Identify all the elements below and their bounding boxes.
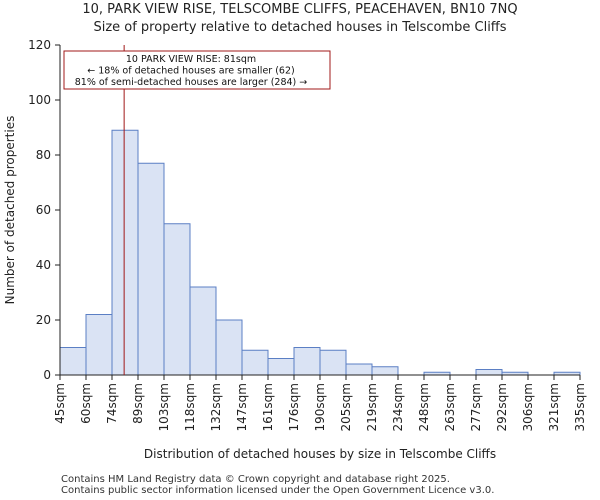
y-tick-label: 80 xyxy=(36,148,51,162)
histogram-bar xyxy=(267,358,295,376)
footer-copyright: Contains HM Land Registry data © Crown c… xyxy=(61,474,450,485)
x-tick-label: 248sqm xyxy=(417,383,431,431)
histogram-bar xyxy=(345,363,373,376)
bars-group xyxy=(59,129,581,376)
x-tick-label: 103sqm xyxy=(157,383,171,431)
x-tick-label: 263sqm xyxy=(443,383,457,431)
histogram-bar xyxy=(85,314,113,376)
x-axis-label: Distribution of detached houses by size … xyxy=(144,447,496,461)
x-tick-label: 118sqm xyxy=(183,383,197,431)
x-tick-label: 234sqm xyxy=(391,383,405,431)
x-tick-label: 176sqm xyxy=(287,383,301,431)
y-axis-label: Number of detached properties xyxy=(3,116,17,305)
histogram-bar xyxy=(59,347,87,376)
histogram-bar xyxy=(371,366,399,376)
x-tick-label: 74sqm xyxy=(105,383,119,424)
annotation-line: ← 18% of detached houses are smaller (62… xyxy=(87,66,294,77)
x-tick-label: 219sqm xyxy=(365,383,379,431)
x-tick-label: 205sqm xyxy=(339,383,353,431)
annotation-line: 81% of semi-detached houses are larger (… xyxy=(75,77,308,88)
annotation-box xyxy=(63,50,331,90)
y-tick-label: 40 xyxy=(36,258,51,272)
x-tick-label: 321sqm xyxy=(547,383,561,431)
y-tick-label: 20 xyxy=(36,313,51,327)
chart-subtitle: Size of property relative to detached ho… xyxy=(93,20,507,35)
footer-licence: Contains public sector information licen… xyxy=(61,485,495,496)
annotation-line: 10 PARK VIEW RISE: 81sqm xyxy=(126,54,256,65)
y-axis: 0 20 40 60 80 100 120 xyxy=(28,38,61,382)
x-tick-label: 89sqm xyxy=(131,383,145,424)
x-tick-label: 161sqm xyxy=(261,383,275,431)
histogram-bar xyxy=(215,319,243,376)
chart-title: 10, PARK VIEW RISE, TELSCOMBE CLIFFS, PE… xyxy=(82,2,518,17)
y-tick-label: 60 xyxy=(36,203,51,217)
histogram-bar xyxy=(319,349,347,376)
histogram-bar xyxy=(241,349,269,376)
histogram-bar xyxy=(189,286,217,376)
y-tick-label: 100 xyxy=(28,93,51,107)
x-tick-label: 147sqm xyxy=(235,383,249,431)
histogram-bar xyxy=(137,162,165,376)
histogram-bar xyxy=(163,223,191,376)
x-tick-label: 60sqm xyxy=(79,383,93,424)
x-tick-label: 277sqm xyxy=(469,383,483,431)
x-axis: 45sqm 60sqm 74sqm 89sqm 103sqm 118sqm 132sqm 14… xyxy=(53,374,587,431)
x-tick-label: 292sqm xyxy=(495,383,509,431)
x-tick-label: 306sqm xyxy=(521,383,535,431)
histogram-bar xyxy=(475,369,503,376)
y-tick-label: 120 xyxy=(28,38,51,52)
x-tick-label: 190sqm xyxy=(313,383,327,431)
histogram-bar xyxy=(111,129,139,376)
y-tick-label: 0 xyxy=(43,368,51,382)
x-tick-label: 45sqm xyxy=(53,383,67,424)
property-annotation: 10 PARK VIEW RISE: 81sqm← 18% of detache… xyxy=(63,50,331,90)
x-tick-label: 335sqm xyxy=(573,383,587,431)
x-tick-label: 132sqm xyxy=(209,383,223,431)
histogram-bar xyxy=(293,347,321,376)
